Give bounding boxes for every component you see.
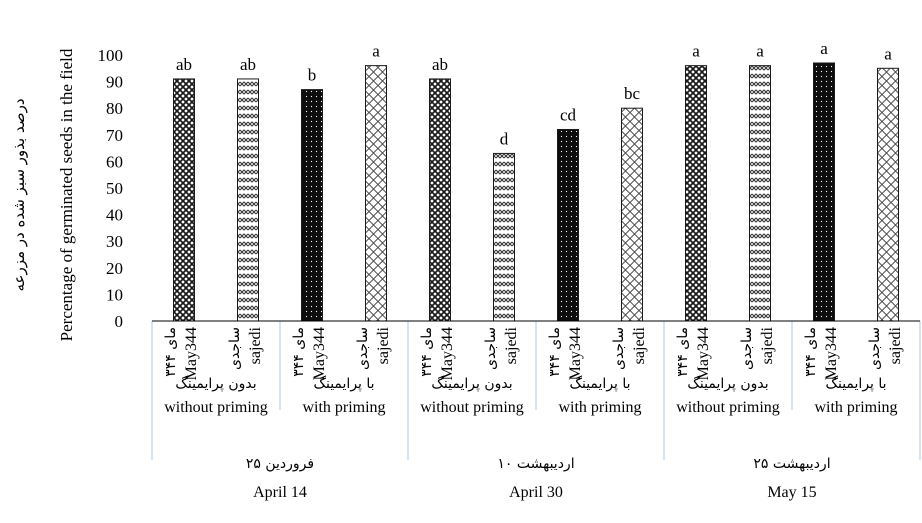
bar-letter: d [500,129,509,148]
cultivar-label-en: May344 [567,327,584,380]
y-tick-label: 60 [106,152,123,171]
cultivar-label-fa: ساجدی [355,327,371,370]
cultivar-label-en: sajedi [759,326,776,364]
cultivar-label-fa: ساجدی [227,327,243,370]
bar [301,89,323,322]
bar-letter: cd [560,105,577,124]
cultivar-label-en: sajedi [503,326,520,364]
priming-label-en: without priming [164,399,268,416]
bar-letter: a [372,42,380,61]
bar [685,65,707,322]
bar [493,152,515,322]
cultivar-label-fa: مای ۳۴۴ [163,327,179,377]
priming-label-fa: با پرایمینگ [313,375,374,392]
bars-group [173,62,899,322]
bar [877,67,899,322]
bar-letter: a [884,44,892,63]
priming-label-fa: بدون پرایمینگ [431,375,512,392]
cultivar-label-en: sajedi [247,326,264,364]
bar-letter: ab [432,55,448,74]
date-label-en: April 30 [509,484,563,501]
cultivar-label-fa: مای ۳۴۴ [419,327,435,377]
priming-label-fa: با پرایمینگ [825,375,886,392]
y-tick-label: 40 [106,206,123,225]
y-tick-label: 0 [115,312,124,331]
date-label-en: May 15 [767,484,816,501]
cultivar-label-en: sajedi [887,326,904,364]
priming-label-fa: با پرایمینگ [569,375,630,392]
bar [813,62,835,322]
date-label-fa: ۲۵ اردیبهشت [753,456,830,472]
cultivar-label-fa: ساجدی [739,327,755,370]
bar [429,78,451,322]
cultivar-label-en: May344 [823,327,840,380]
bar-letter: a [756,42,764,61]
y-tick-label: 50 [106,179,123,198]
priming-label-en: without priming [676,399,780,416]
cultivar-label-en: May344 [183,327,200,380]
bar [749,65,771,322]
cultivar-label-en: May344 [695,327,712,380]
y-tick-label: 20 [106,259,123,278]
y-tick-label: 100 [98,46,124,65]
bar [173,78,195,322]
priming-label-fa: بدون پرایمینگ [687,375,768,392]
cultivar-label-fa: ساجدی [611,327,627,370]
y-axis-title-fa: درصد بذور سبز شده در مزرعه [10,98,28,291]
bar [237,78,259,322]
cultivar-label-fa: مای ۳۴۴ [803,327,819,377]
cultivar-label-en: May344 [311,327,328,380]
significance-letters: ab ab b a ab d cd bc a a a a [176,39,892,148]
y-tick-label: 70 [106,126,123,145]
y-tick-label: 90 [106,73,123,92]
bar [557,128,579,322]
priming-label-en: with priming [814,399,897,416]
bar-letter: bc [624,84,641,103]
cultivar-label-fa: مای ۳۴۴ [675,327,691,377]
cultivar-label-fa: مای ۳۴۴ [291,327,307,377]
bar [621,107,643,322]
cultivar-label-fa: ساجدی [483,327,499,370]
bar-letter: a [820,39,828,58]
y-axis-title-en: Percentage of germinated seeds in the fi… [57,48,76,341]
bar-letter: b [308,66,317,85]
bar-letter: ab [176,55,192,74]
y-tick-label: 10 [106,285,123,304]
bar-letter: a [692,42,700,61]
y-tick-label: 80 [106,99,123,118]
y-tick-label: 30 [106,232,123,251]
date-label-en: April 14 [253,484,307,501]
y-axis-ticks: 0 10 20 30 40 50 60 70 80 90 100 [98,46,124,331]
priming-label-en: without priming [420,399,524,416]
cultivar-label-en: May344 [439,327,456,380]
bar [365,65,387,322]
date-label-fa: ۱۰ اردیبهشت [497,456,574,472]
bar-letter: ab [240,55,256,74]
date-label-fa: ۲۵ فروردین [246,456,314,472]
priming-label-en: with priming [558,399,641,416]
cultivar-label-en: sajedi [631,326,648,364]
cultivar-label-en: sajedi [375,326,392,364]
priming-label-en: with priming [302,399,385,416]
priming-label-fa: بدون پرایمینگ [175,375,256,392]
cultivar-label-fa: مای ۳۴۴ [547,327,563,377]
cultivar-label-fa: ساجدی [867,327,883,370]
